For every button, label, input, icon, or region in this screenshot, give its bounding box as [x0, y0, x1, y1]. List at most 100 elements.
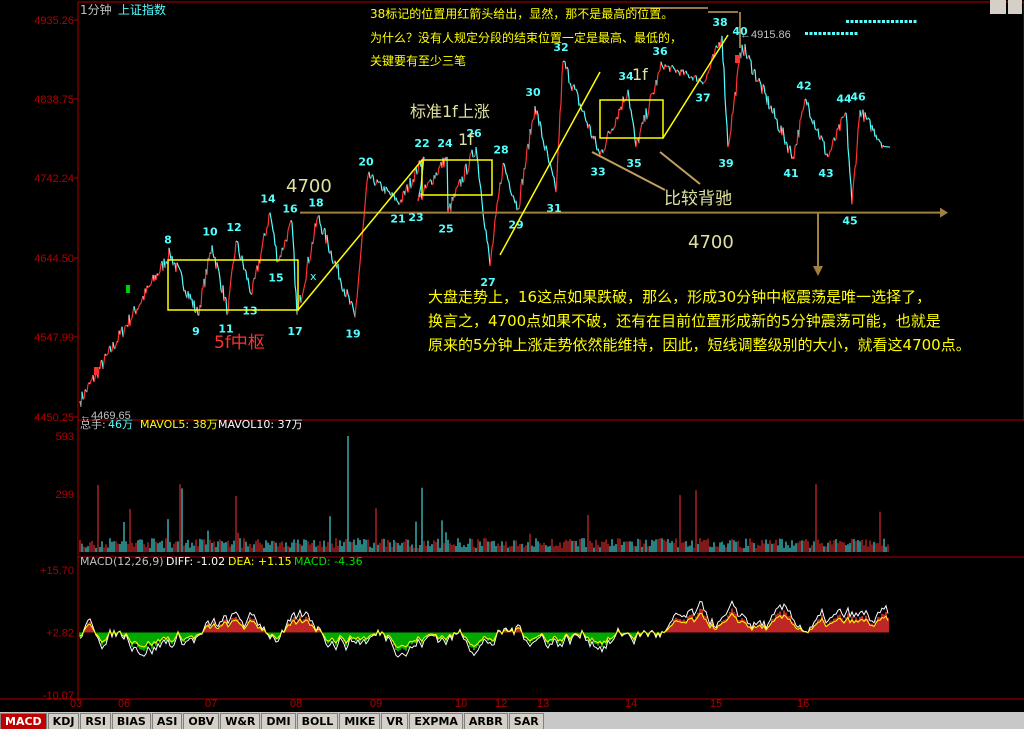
- price-bar: [206, 258, 209, 275]
- marker-dot: [882, 20, 885, 23]
- indicator-tabs: MACD KDJ RSI BIAS ASI OBV W&R DMI BOLL MIKE VR EXPM…: [0, 712, 1024, 729]
- price-bar: [794, 144, 797, 147]
- marker-dot: [873, 20, 876, 23]
- tab-wr[interactable]: W&R: [220, 713, 261, 729]
- price-bar: [107, 347, 110, 355]
- price-bar: [830, 146, 833, 151]
- body-text-1: 大盘走势上，16这点如果跌破，那么，形成30分钟中枢震荡是唯一选择了，: [428, 288, 931, 306]
- pivot-label: 46: [850, 90, 866, 103]
- price-bar: [493, 219, 496, 233]
- price-bar: [524, 161, 527, 170]
- price-bar: [519, 185, 522, 204]
- divergence-arrow: [659, 151, 701, 185]
- tab-macd[interactable]: MACD: [0, 713, 47, 729]
- price-bar: [385, 186, 388, 190]
- macd-legend-name: MACD(12,26,9): [80, 555, 164, 568]
- price-bar: [564, 61, 567, 70]
- price-bar: [137, 306, 140, 310]
- price-bar: [647, 108, 650, 116]
- price-bar: [854, 164, 857, 168]
- price-bar: [856, 129, 859, 149]
- price-bar: [310, 242, 313, 254]
- price-bar: [407, 187, 410, 193]
- price-bar: [295, 292, 298, 315]
- price-tick-label: 4838.75: [34, 94, 74, 106]
- price-bar: [846, 122, 849, 148]
- price-bar: [129, 319, 132, 326]
- marker-dot: [850, 32, 853, 35]
- price-bar: [793, 146, 796, 159]
- price-bar: [585, 120, 588, 123]
- price-bar: [728, 135, 731, 144]
- price-bar: [450, 196, 453, 212]
- tab-expma[interactable]: EXPMA: [409, 713, 463, 729]
- price-bar: [722, 61, 725, 69]
- price-bar: [603, 148, 606, 151]
- price-bar: [233, 253, 236, 261]
- price-bar: [594, 136, 597, 145]
- price-bar: [123, 326, 126, 333]
- price-bar: [631, 117, 634, 122]
- pivot-label: 44: [836, 93, 852, 106]
- price-bar: [350, 300, 353, 303]
- price-bar: [597, 148, 600, 152]
- tab-arbr[interactable]: ARBR: [463, 713, 508, 729]
- reference-arrow: [940, 207, 948, 218]
- tab-dmi[interactable]: DMI: [261, 713, 296, 729]
- price-bar: [131, 311, 134, 319]
- price-bar: [614, 118, 617, 127]
- price-bar: [853, 167, 856, 179]
- tab-asi[interactable]: ASI: [151, 713, 183, 729]
- price-bar: [265, 226, 268, 236]
- pivot-label: 24: [437, 137, 453, 150]
- settings-icon[interactable]: [990, 0, 1006, 14]
- price-bar: [175, 262, 178, 273]
- pivot-label: 28: [493, 143, 508, 156]
- note-line-2: 为什么？没有人规定分段的结束位置一定是最高、最低的，: [370, 30, 682, 45]
- price-bar: [339, 277, 342, 283]
- price-bar: [762, 84, 765, 87]
- price-bar: [421, 195, 424, 200]
- tab-boll[interactable]: BOLL: [296, 713, 339, 729]
- stock-chart[interactable]: 4935.26 4838.75 4742.24 4644.50 4547.99 4450.…: [0, 0, 1024, 712]
- price-bar: [767, 96, 770, 110]
- price-bar: [417, 195, 420, 202]
- price-bar: [800, 111, 803, 119]
- price-bar: [259, 253, 262, 264]
- price-bar: [455, 186, 458, 189]
- date-tick-label: 12: [495, 698, 507, 710]
- tab-obv[interactable]: OBV: [183, 713, 220, 729]
- price-bar: [177, 265, 180, 268]
- price-bar: [809, 116, 812, 119]
- tab-mike[interactable]: MIKE: [339, 713, 381, 729]
- tab-rsi[interactable]: RSI: [80, 713, 111, 729]
- price-bar: [371, 174, 374, 176]
- tab-bias[interactable]: BIAS: [111, 713, 151, 729]
- price-bar: [584, 116, 587, 122]
- price-bar: [189, 293, 192, 300]
- close-icon[interactable]: [1008, 0, 1022, 14]
- tab-vr[interactable]: VR: [381, 713, 409, 729]
- price-bar: [731, 112, 734, 115]
- price-bar: [267, 214, 270, 227]
- price-bar: [749, 58, 752, 61]
- price-bar: [821, 137, 824, 142]
- price-bar: [501, 163, 504, 178]
- price-bar: [351, 302, 354, 308]
- pivot-label: 32: [553, 41, 568, 54]
- price-bar: [273, 233, 276, 246]
- price-bar: [503, 163, 506, 168]
- price-bar: [380, 183, 383, 191]
- price-bar: [427, 181, 430, 183]
- price-bar: [272, 230, 275, 234]
- price-bar: [431, 183, 434, 186]
- price-bar: [176, 262, 179, 266]
- price-bar: [672, 66, 675, 69]
- tab-sar[interactable]: SAR: [508, 713, 544, 729]
- tab-kdj[interactable]: KDJ: [47, 713, 80, 729]
- pivot-label: 8: [164, 233, 172, 246]
- marker-dot: [827, 32, 831, 35]
- price-bar: [878, 139, 881, 143]
- price-bar: [509, 189, 512, 194]
- pivot-label: 42: [796, 80, 811, 93]
